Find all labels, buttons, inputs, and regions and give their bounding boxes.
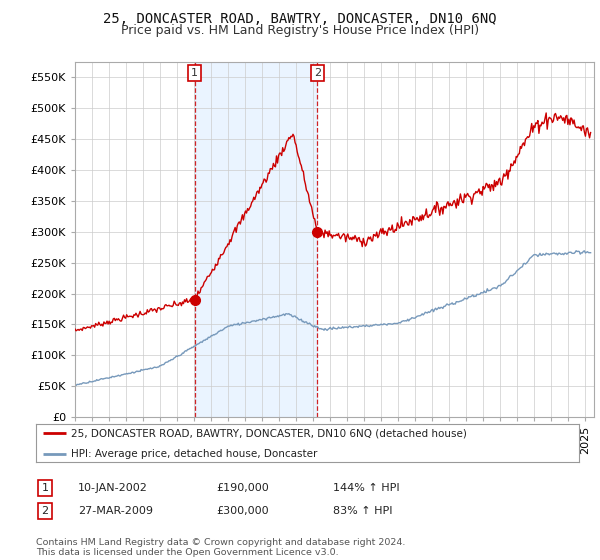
Text: Price paid vs. HM Land Registry's House Price Index (HPI): Price paid vs. HM Land Registry's House … (121, 24, 479, 37)
Text: 2: 2 (314, 68, 321, 78)
Text: 10-JAN-2002: 10-JAN-2002 (78, 483, 148, 493)
Text: Contains HM Land Registry data © Crown copyright and database right 2024.
This d: Contains HM Land Registry data © Crown c… (36, 538, 406, 557)
Text: 1: 1 (191, 68, 198, 78)
Text: 25, DONCASTER ROAD, BAWTRY, DONCASTER, DN10 6NQ: 25, DONCASTER ROAD, BAWTRY, DONCASTER, D… (103, 12, 497, 26)
Text: 83% ↑ HPI: 83% ↑ HPI (333, 506, 392, 516)
Text: 1: 1 (41, 483, 49, 493)
Text: 25, DONCASTER ROAD, BAWTRY, DONCASTER, DN10 6NQ (detached house): 25, DONCASTER ROAD, BAWTRY, DONCASTER, D… (71, 428, 467, 438)
Text: £190,000: £190,000 (216, 483, 269, 493)
Text: 144% ↑ HPI: 144% ↑ HPI (333, 483, 400, 493)
Bar (195, 62, 317, 417)
Text: 2: 2 (41, 506, 49, 516)
Text: £300,000: £300,000 (216, 506, 269, 516)
Text: HPI: Average price, detached house, Doncaster: HPI: Average price, detached house, Donc… (71, 449, 317, 459)
Text: 27-MAR-2009: 27-MAR-2009 (78, 506, 153, 516)
